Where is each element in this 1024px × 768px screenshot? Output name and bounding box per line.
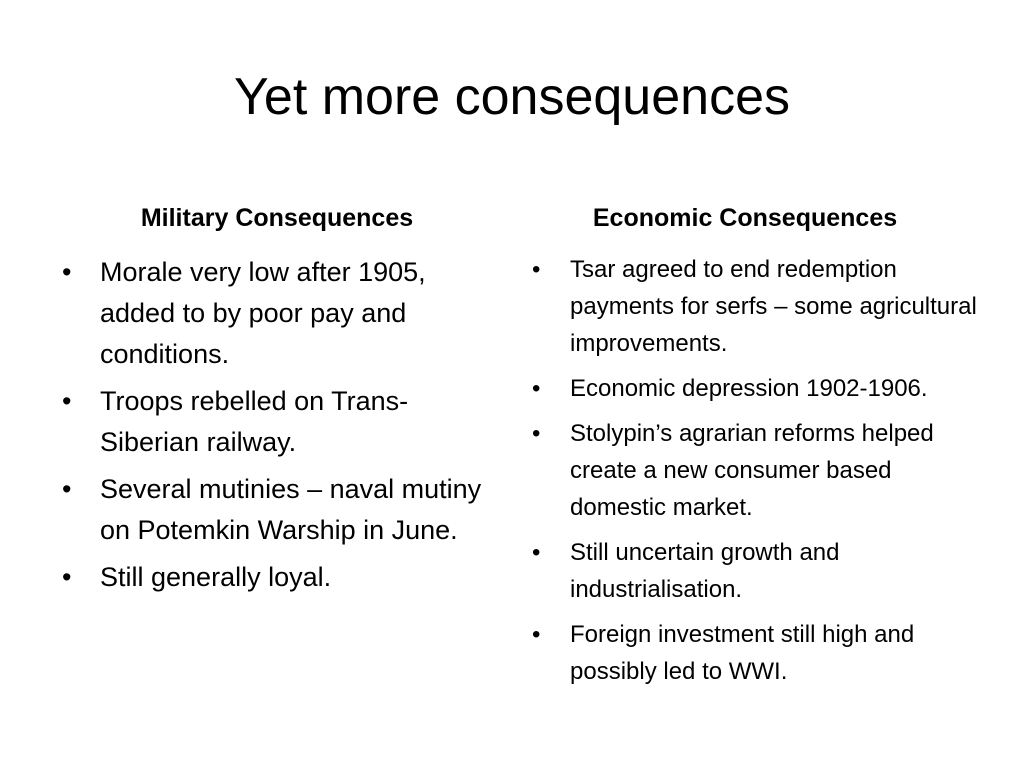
list-item-text: Tsar agreed to end redemption payments f… bbox=[570, 256, 977, 357]
list-item: • Still uncertain growth and industriali… bbox=[528, 534, 978, 608]
list-item: • Troops rebelled on Trans-Siberian rail… bbox=[60, 381, 500, 463]
list-item-text: Morale very low after 1905, added to by … bbox=[100, 257, 426, 369]
military-consequences-list: • Morale very low after 1905, added to b… bbox=[60, 252, 500, 604]
list-item: • Foreign investment still high and poss… bbox=[528, 616, 978, 690]
list-item: • Economic depression 1902-1906. bbox=[528, 370, 978, 407]
list-item: • Several mutinies – naval mutiny on Pot… bbox=[60, 469, 500, 551]
list-item-text: Stolypin’s agrarian reforms helped creat… bbox=[570, 420, 934, 521]
list-item: • Tsar agreed to end redemption payments… bbox=[528, 251, 978, 362]
bullet-icon: • bbox=[532, 621, 541, 648]
bullet-icon: • bbox=[62, 386, 72, 416]
bullet-icon: • bbox=[532, 539, 541, 566]
slide-title: Yet more consequences bbox=[233, 68, 790, 126]
list-item-text: Economic depression 1902-1906. bbox=[570, 375, 928, 402]
list-item-text: Several mutinies – naval mutiny on Potem… bbox=[100, 474, 482, 545]
list-item: • Still generally loyal. bbox=[60, 557, 500, 598]
list-item: • Stolypin’s agrarian reforms helped cre… bbox=[528, 415, 978, 526]
list-item-text: Foreign investment still high and possib… bbox=[570, 621, 915, 685]
military-consequences-heading: Military Consequences bbox=[140, 204, 414, 232]
bullet-icon: • bbox=[532, 420, 541, 447]
bullet-icon: • bbox=[62, 562, 72, 592]
bullet-icon: • bbox=[532, 375, 541, 402]
bullet-icon: • bbox=[532, 256, 541, 283]
list-item-text: Still uncertain growth and industrialisa… bbox=[570, 539, 840, 603]
bullet-icon: • bbox=[62, 257, 72, 287]
economic-consequences-list: • Tsar agreed to end redemption payments… bbox=[528, 251, 978, 698]
list-item-text: Still generally loyal. bbox=[100, 562, 332, 592]
economic-consequences-heading: Economic Consequences bbox=[592, 204, 898, 232]
bullet-icon: • bbox=[62, 474, 72, 504]
list-item: • Morale very low after 1905, added to b… bbox=[60, 252, 500, 375]
list-item-text: Troops rebelled on Trans-Siberian railwa… bbox=[100, 386, 409, 457]
